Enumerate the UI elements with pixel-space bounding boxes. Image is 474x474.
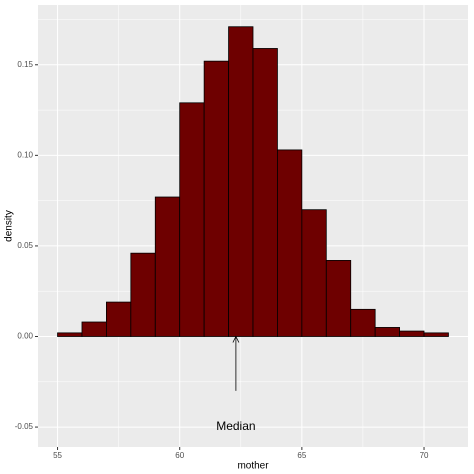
y-axis-title: density xyxy=(4,210,15,242)
bar xyxy=(154,196,181,337)
bar xyxy=(277,149,303,337)
y-tick-label: 0.15 xyxy=(17,60,33,69)
bar xyxy=(423,332,449,337)
x-tick-label: 70 xyxy=(420,451,429,460)
annotation: Median xyxy=(216,419,255,433)
bar xyxy=(325,260,352,337)
y-tick-label: -0.05 xyxy=(15,422,34,431)
bar xyxy=(130,252,156,337)
y-tick-label: 0.10 xyxy=(17,150,33,159)
bar xyxy=(106,301,132,337)
y-tick-label: 0.05 xyxy=(17,241,33,250)
x-axis-title: mother xyxy=(237,461,269,472)
bar xyxy=(57,332,83,337)
bar xyxy=(399,330,425,337)
bar xyxy=(252,48,278,337)
bar xyxy=(350,308,376,337)
x-tick-label: 65 xyxy=(297,451,306,460)
arrow-head xyxy=(232,335,240,343)
x-tick-label: 55 xyxy=(53,451,62,460)
bar xyxy=(179,102,205,337)
bar xyxy=(228,26,254,337)
bar xyxy=(374,327,400,337)
bar xyxy=(301,209,327,337)
y-tick-label: 0.00 xyxy=(17,332,33,341)
x-tick-label: 60 xyxy=(175,451,184,460)
bar xyxy=(81,321,107,337)
bar xyxy=(203,60,229,337)
